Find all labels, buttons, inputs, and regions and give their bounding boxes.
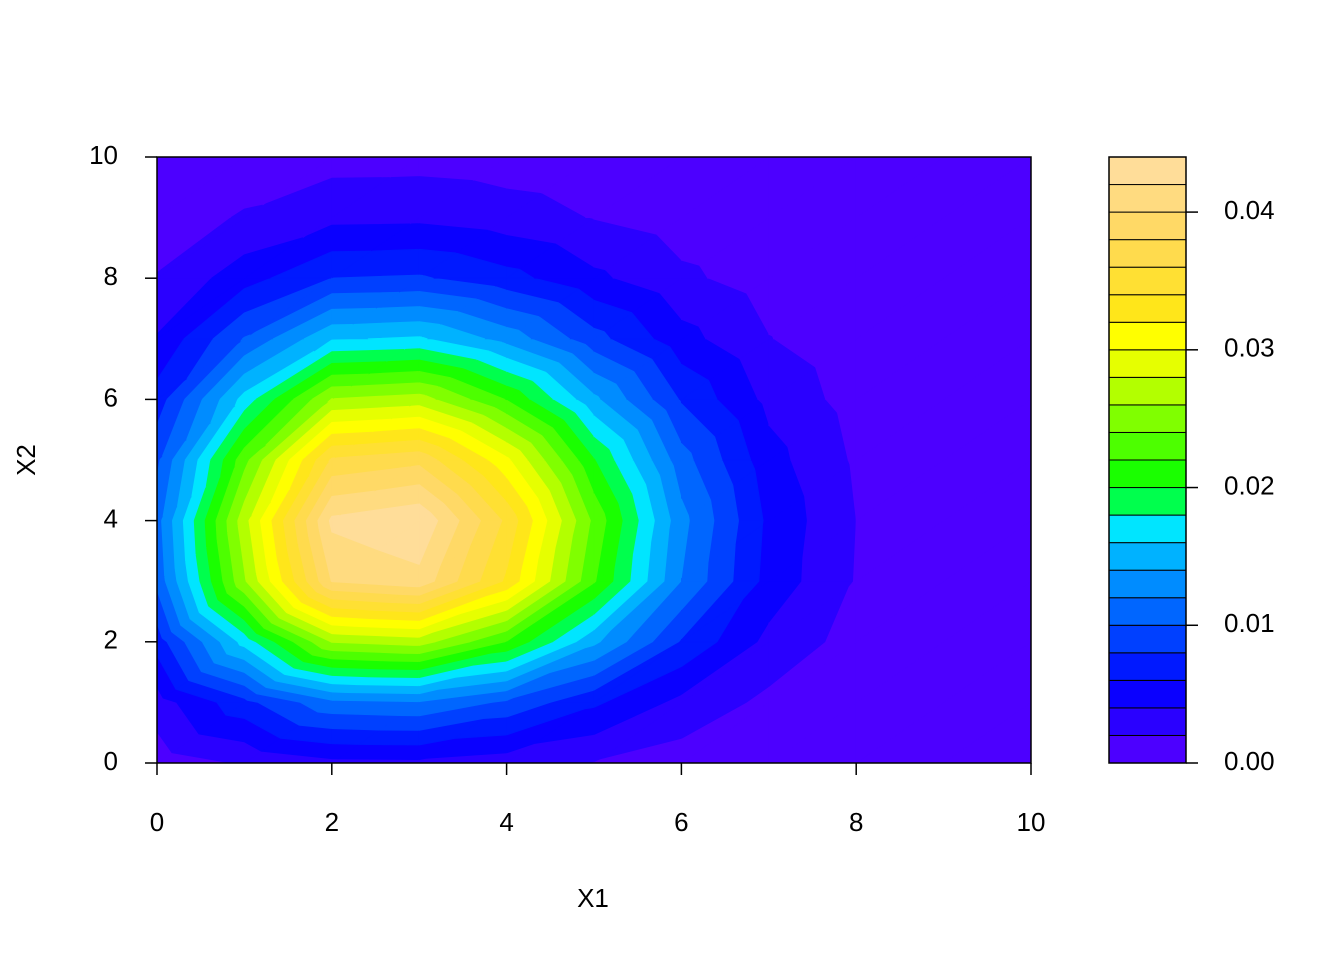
colorbar-band [1109, 460, 1186, 488]
y-tick-label: 6 [104, 382, 118, 412]
colorbar-band [1109, 570, 1186, 598]
y-tick-label: 8 [104, 261, 118, 291]
colorbar-tick-label: 0.02 [1224, 470, 1275, 500]
colorbar-band [1109, 735, 1186, 763]
colorbar-band [1109, 543, 1186, 571]
x-tick-label: 8 [849, 807, 863, 837]
colorbar-tick-label: 0.03 [1224, 333, 1275, 363]
y-tick-label: 4 [104, 503, 118, 533]
contour-band [346, 685, 419, 694]
x-axis-label: X1 [577, 883, 609, 913]
y-tick-label: 10 [89, 140, 118, 170]
y-tick-label: 0 [104, 746, 118, 776]
y-tick-label: 2 [104, 625, 118, 655]
x-tick-label: 2 [325, 807, 339, 837]
colorbar-band [1109, 322, 1186, 350]
colorbar-band [1109, 267, 1186, 295]
colorbar-band [1109, 377, 1186, 405]
colorbar-band [1109, 212, 1186, 240]
colorbar-band [1109, 680, 1186, 708]
colorbar-band [1109, 515, 1186, 543]
contour-band [335, 693, 420, 702]
colorbar-tick-label: 0.00 [1224, 746, 1275, 776]
colorbar-tick-label: 0.04 [1224, 195, 1275, 225]
colorbar-band [1109, 708, 1186, 736]
colorbar-band [1109, 432, 1186, 460]
x-tick-label: 10 [1017, 807, 1046, 837]
x-tick-label: 6 [674, 807, 688, 837]
colorbar-band [1109, 598, 1186, 626]
contour-field [157, 157, 1031, 763]
colorbar-band [1109, 157, 1186, 185]
colorbar-band [1109, 625, 1186, 653]
colorbar-band [1109, 295, 1186, 323]
y-axis-label: X2 [11, 444, 41, 476]
colorbar-band [1109, 240, 1186, 268]
colorbar-band [1109, 405, 1186, 433]
colorbar-band [1109, 653, 1186, 681]
contour-band [594, 459, 595, 460]
contour-band [183, 521, 196, 562]
colorbar-band [1109, 350, 1186, 378]
colorbar-tick-label: 0.01 [1224, 608, 1275, 638]
x-tick-label: 4 [499, 807, 513, 837]
colorbar-band [1109, 185, 1186, 213]
x-tick-label: 0 [150, 807, 164, 837]
colorbar-band [1109, 488, 1186, 516]
